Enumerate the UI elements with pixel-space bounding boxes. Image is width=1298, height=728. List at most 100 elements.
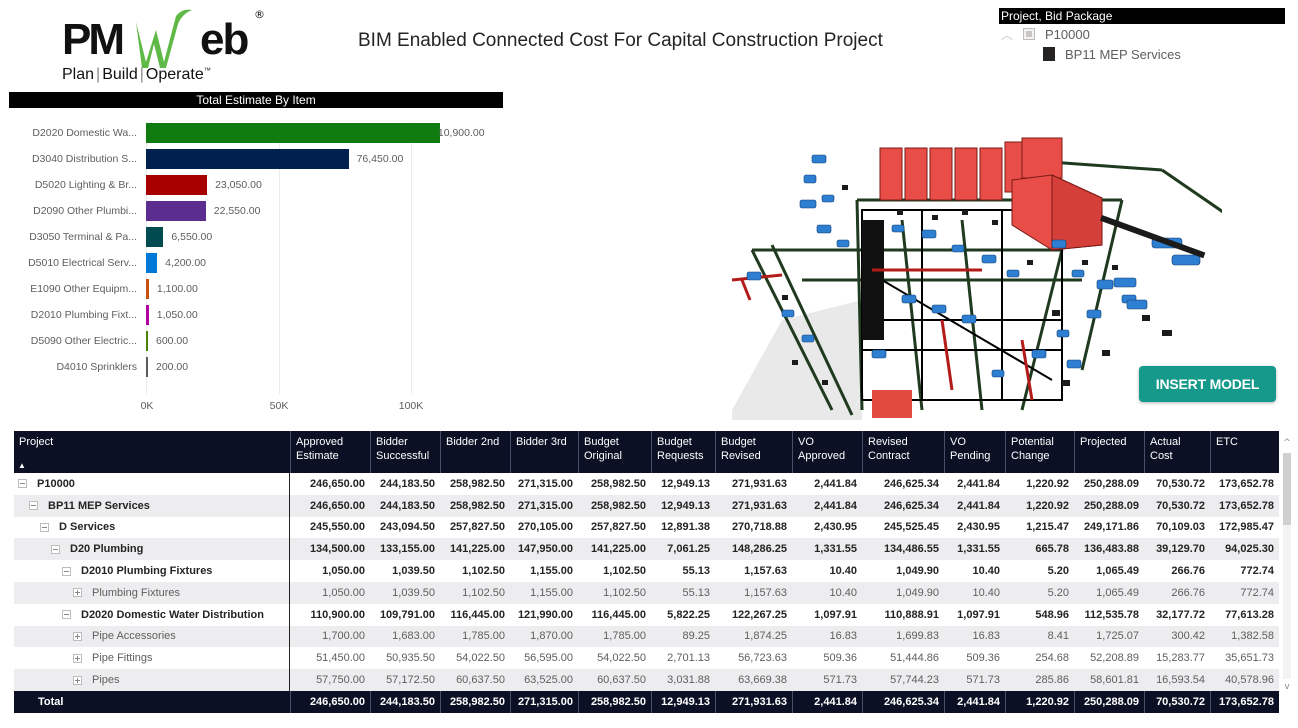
- table-cell: 509.36: [966, 652, 1000, 665]
- matrix-header-row: Project ▲ Approved Estimate Bidder Succe…: [14, 431, 1279, 473]
- checkbox-partial-icon[interactable]: [1023, 28, 1035, 40]
- total-cell: 258,982.50: [578, 690, 651, 713]
- bar[interactable]: [146, 149, 349, 169]
- bar-row[interactable]: D5010 Electrical Serv... 4,200.00: [0, 250, 510, 276]
- expand-plus-icon[interactable]: [73, 631, 82, 641]
- bar[interactable]: [146, 305, 149, 325]
- slicer-item-bp11[interactable]: BP11 MEP Services: [999, 44, 1285, 64]
- collapse-minus-icon[interactable]: [18, 479, 27, 489]
- expand-plus-icon[interactable]: [73, 675, 82, 685]
- table-row[interactable]: Pipe Accessories 1,700.00 1,683.00 1,785.00…: [14, 625, 1279, 648]
- table-row[interactable]: Pipe Fittings 51,450.00 50,935.50 54,022.50…: [14, 647, 1279, 670]
- bar[interactable]: [146, 227, 164, 247]
- table-cell: 246,650.00: [309, 499, 365, 512]
- table-row[interactable]: D20 Plumbing 134,500.00 133,155.00 141,225.…: [14, 538, 1279, 561]
- insert-model-button[interactable]: INSERT MODEL: [1139, 366, 1276, 402]
- checkbox-checked-icon[interactable]: [1043, 47, 1055, 61]
- bar[interactable]: [146, 253, 158, 273]
- logo-w-swoosh-icon: [136, 9, 192, 69]
- scroll-down-arrow-icon[interactable]: v: [1284, 682, 1290, 692]
- table-row[interactable]: Pipes 57,750.00 57,172.50 60,637.50 63,525.0…: [14, 669, 1279, 691]
- table-cell: 60,637.50: [597, 674, 646, 687]
- chevron-up-icon[interactable]: ︿: [1001, 27, 1014, 42]
- matrix-vertical-scrollbar[interactable]: ^ v: [1281, 431, 1293, 695]
- collapse-minus-icon[interactable]: [29, 501, 38, 511]
- expand-plus-icon[interactable]: [73, 653, 82, 663]
- bar[interactable]: [146, 201, 206, 221]
- column-header-projected[interactable]: Projected: [1074, 431, 1144, 473]
- table-cell: 1,102.50: [462, 565, 505, 578]
- table-cell: 40,578.96: [1225, 674, 1274, 687]
- collapse-minus-icon[interactable]: [40, 522, 49, 532]
- table-cell: 56,595.00: [524, 652, 573, 665]
- table-row[interactable]: D Services 245,550.00 243,094.50 257,827.50…: [14, 516, 1279, 539]
- collapse-minus-icon[interactable]: [62, 610, 71, 620]
- row-label: Pipes: [92, 674, 120, 687]
- table-cell: 1,155.00: [530, 586, 573, 599]
- column-header-bidder-successful[interactable]: Bidder Successful: [370, 431, 440, 473]
- row-label: D Services: [59, 521, 116, 534]
- bar-row[interactable]: D2010 Plumbing Fixt... 1,050.00: [0, 302, 510, 328]
- bar[interactable]: [146, 123, 440, 143]
- row-label-cell: Pipe Fittings: [14, 647, 290, 670]
- bar[interactable]: [146, 175, 208, 195]
- total-estimate-bar-chart[interactable]: D2020 Domestic Wa... 10,900.00 D3040 Distr…: [0, 112, 510, 422]
- column-header-actual-cost[interactable]: Actual Cost: [1144, 431, 1210, 473]
- table-cell: 2,441.84: [957, 499, 1000, 512]
- column-header-vo-pending[interactable]: VO Pending: [944, 431, 1005, 473]
- table-cell: 548.96: [1035, 608, 1069, 621]
- table-cell: 244,183.50: [379, 499, 435, 512]
- table-cell: 2,430.95: [814, 521, 857, 534]
- table-cell: 1,785.00: [603, 630, 646, 643]
- table-cell: 1,039.50: [392, 586, 435, 599]
- table-row[interactable]: D2010 Plumbing Fixtures 1,050.00 1,039.50 1…: [14, 560, 1279, 582]
- bar-row[interactable]: D5020 Lighting & Br... 23,050.00: [0, 172, 510, 198]
- table-row[interactable]: Plumbing Fixtures 1,050.00 1,039.50 1,102.5…: [14, 581, 1279, 604]
- bar[interactable]: [146, 279, 149, 299]
- table-cell: 1,683.00: [392, 630, 435, 643]
- bar-row[interactable]: D2090 Other Plumbi... 22,550.00: [0, 198, 510, 224]
- expand-plus-icon[interactable]: [73, 588, 82, 598]
- bar-category-label: D3050 Terminal & Pa...: [29, 231, 137, 243]
- column-header-bidder-3rd[interactable]: Bidder 3rd: [510, 431, 578, 473]
- column-header-revised-contract[interactable]: Revised Contract: [862, 431, 944, 473]
- table-cell: 1,102.50: [603, 586, 646, 599]
- column-header-bidder-2nd[interactable]: Bidder 2nd: [440, 431, 510, 473]
- column-header-vo-approved[interactable]: VO Approved: [792, 431, 862, 473]
- bar-row[interactable]: D2020 Domestic Wa... 10,900.00: [0, 120, 510, 146]
- table-row[interactable]: D2020 Domestic Water Distribution 110,900…: [14, 603, 1279, 626]
- column-header-potential-change[interactable]: Potential Change: [1005, 431, 1074, 473]
- bar-row[interactable]: D3050 Terminal & Pa... 6,550.00: [0, 224, 510, 250]
- bar-row[interactable]: E1090 Other Equipm... 1,100.00: [0, 276, 510, 302]
- collapse-minus-icon[interactable]: [51, 544, 60, 554]
- scroll-up-arrow-icon[interactable]: ^: [1283, 438, 1291, 448]
- cost-matrix-table: Project ▲ Approved Estimate Bidder Succe…: [14, 431, 1279, 713]
- collapse-minus-icon[interactable]: [62, 566, 71, 576]
- bar-row[interactable]: D3040 Distribution S... 76,450.00: [0, 146, 510, 172]
- table-cell: 16,593.54: [1156, 674, 1205, 687]
- bar[interactable]: [146, 357, 148, 377]
- column-header-budget-requests[interactable]: Budget Requests: [651, 431, 715, 473]
- table-cell: 51,444.86: [890, 652, 939, 665]
- bar-category-label: D2090 Other Plumbi...: [33, 205, 137, 217]
- table-cell: 12,949.13: [661, 477, 710, 490]
- column-header-etc[interactable]: ETC: [1210, 431, 1279, 473]
- row-label: Pipe Fittings: [92, 652, 153, 665]
- bar-row[interactable]: D5090 Other Electric... 600.00: [0, 328, 510, 354]
- gridline: [411, 122, 412, 394]
- bar-row[interactable]: D4010 Sprinklers 200.00: [0, 354, 510, 380]
- column-header-approved-estimate[interactable]: Approved Estimate: [290, 431, 370, 473]
- table-row[interactable]: BP11 MEP Services 246,650.00 244,183.50 258…: [14, 494, 1279, 517]
- table-cell: 285.86: [1035, 674, 1069, 687]
- scroll-thumb[interactable]: [1283, 453, 1291, 525]
- sort-ascending-icon[interactable]: ▲: [18, 461, 26, 470]
- table-cell: 10.40: [972, 586, 1000, 599]
- slicer-item-p10000[interactable]: ︿ P10000: [999, 24, 1285, 44]
- bim-3d-model-viewer[interactable]: [722, 120, 1243, 420]
- column-header-project[interactable]: Project ▲: [14, 431, 290, 473]
- bar[interactable]: [146, 331, 148, 351]
- table-row[interactable]: P10000 246,650.00 244,183.50 258,982.50 271,…: [14, 473, 1279, 495]
- column-header-budget-revised[interactable]: Budget Revised: [715, 431, 792, 473]
- column-header-budget-original[interactable]: Budget Original: [578, 431, 651, 473]
- table-cell: 51,450.00: [316, 652, 365, 665]
